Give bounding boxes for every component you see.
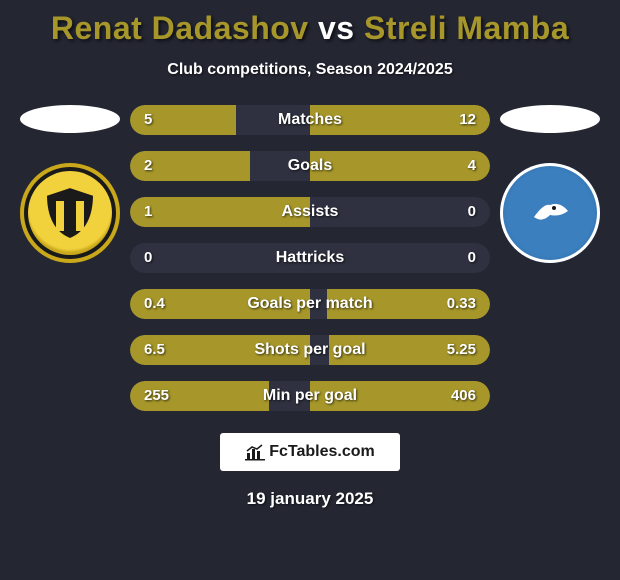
fctables-logo[interactable]: FcTables.com — [220, 433, 400, 471]
player1-club-crest — [20, 163, 120, 263]
bar-fill-left — [130, 151, 250, 181]
stat-right-value: 0 — [468, 243, 476, 273]
player2-name: Streli Mamba — [364, 10, 569, 46]
shield-icon — [40, 183, 100, 243]
comparison-body: 5Matches122Goals41Assists00Hattricks00.4… — [0, 105, 620, 411]
stat-row: 1Assists0 — [130, 197, 490, 227]
comparison-title: Renat Dadashov vs Streli Mamba — [0, 0, 620, 47]
date-label: 19 january 2025 — [0, 489, 620, 509]
player1-name: Renat Dadashov — [51, 10, 309, 46]
stat-right-value: 0 — [468, 197, 476, 227]
player2-photo-placeholder — [500, 105, 600, 133]
bar-fill-left — [130, 289, 310, 319]
logo-text: FcTables.com — [269, 443, 375, 461]
bar-fill-left — [130, 335, 310, 365]
stats-bars: 5Matches122Goals41Assists00Hattricks00.4… — [130, 105, 490, 411]
eagle-icon — [520, 183, 580, 243]
player2-club-crest — [500, 163, 600, 263]
bar-fill-right — [310, 381, 490, 411]
stat-left-value: 0 — [144, 243, 152, 273]
stat-row: 0.4Goals per match0.33 — [130, 289, 490, 319]
stat-row: 255Min per goal406 — [130, 381, 490, 411]
left-side — [10, 105, 130, 263]
bar-fill-right — [310, 105, 490, 135]
bar-fill-right — [329, 335, 490, 365]
bar-fill-right — [310, 151, 490, 181]
stat-row: 0Hattricks0 — [130, 243, 490, 273]
stat-row: 5Matches12 — [130, 105, 490, 135]
vs-word: vs — [318, 10, 355, 46]
subtitle: Club competitions, Season 2024/2025 — [0, 61, 620, 79]
stat-label: Hattricks — [130, 243, 490, 273]
chart-icon — [245, 443, 265, 461]
player1-photo-placeholder — [20, 105, 120, 133]
stat-row: 2Goals4 — [130, 151, 490, 181]
stat-row: 6.5Shots per goal5.25 — [130, 335, 490, 365]
bar-fill-right — [327, 289, 490, 319]
bar-fill-left — [130, 105, 236, 135]
right-side — [490, 105, 610, 263]
bar-fill-left — [130, 197, 310, 227]
bar-fill-left — [130, 381, 269, 411]
